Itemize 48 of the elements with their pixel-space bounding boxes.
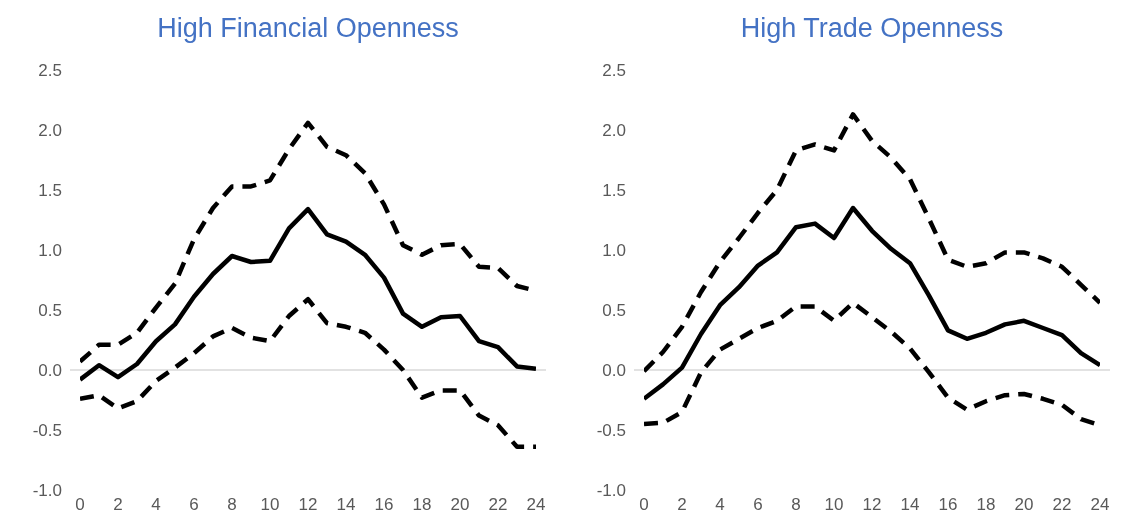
- y-tick-label: 0.5: [602, 301, 626, 321]
- line-series: [644, 112, 1100, 374]
- y-tick-label: 2.5: [38, 61, 62, 81]
- y-tick-label: 1.5: [602, 181, 626, 201]
- x-tick-label: 10: [260, 495, 280, 515]
- x-tick-label: 6: [189, 495, 199, 515]
- x-tick-label: 14: [336, 495, 356, 515]
- y-tick-label: 0.5: [38, 301, 62, 321]
- chart-title: High Trade Openness: [739, 12, 1005, 45]
- x-tick-label: 2: [677, 495, 687, 515]
- x-tick-label: 8: [227, 495, 237, 515]
- x-tick-label: 22: [1052, 495, 1072, 515]
- y-tick-label: -1.0: [596, 481, 626, 501]
- x-tick-label: 24: [526, 495, 546, 515]
- x-tick-label: 4: [151, 495, 161, 515]
- y-tick-label: -1.0: [32, 481, 62, 501]
- y-tick-label: -0.5: [32, 421, 62, 441]
- x-tick-label: 18: [412, 495, 432, 515]
- line-series: [644, 205, 1100, 402]
- x-tick-label: 20: [1014, 495, 1034, 515]
- x-tick-label: 10: [824, 495, 844, 515]
- x-tick-label: 12: [298, 495, 318, 515]
- x-tick-label: 12: [862, 495, 882, 515]
- y-tick-label: 1.5: [38, 181, 62, 201]
- y-tick-label: 0.0: [38, 361, 62, 381]
- y-tick-label: 1.0: [602, 241, 626, 261]
- x-tick-label: 2: [113, 495, 123, 515]
- line-series: [80, 206, 536, 382]
- x-tick-label: 4: [715, 495, 725, 515]
- x-tick-label: 18: [976, 495, 996, 515]
- y-tick-label: 2.0: [602, 121, 626, 141]
- y-tick-label: 2.0: [38, 121, 62, 141]
- x-tick-label: 6: [753, 495, 763, 515]
- x-tick-label: 14: [900, 495, 920, 515]
- line-series: [80, 296, 536, 450]
- x-tick-label: 16: [938, 495, 958, 515]
- x-tick-label: 20: [450, 495, 470, 515]
- x-tick-label: 22: [488, 495, 508, 515]
- x-tick-label: 0: [75, 495, 85, 515]
- y-tick-label: 0.0: [602, 361, 626, 381]
- x-tick-label: 0: [639, 495, 649, 515]
- y-tick-label: 2.5: [602, 61, 626, 81]
- x-tick-label: 16: [374, 495, 394, 515]
- chart-title: High Financial Openness: [156, 12, 460, 45]
- x-tick-label: 8: [791, 495, 801, 515]
- y-tick-label: -0.5: [596, 421, 626, 441]
- y-tick-label: 1.0: [38, 241, 62, 261]
- x-tick-label: 24: [1090, 495, 1110, 515]
